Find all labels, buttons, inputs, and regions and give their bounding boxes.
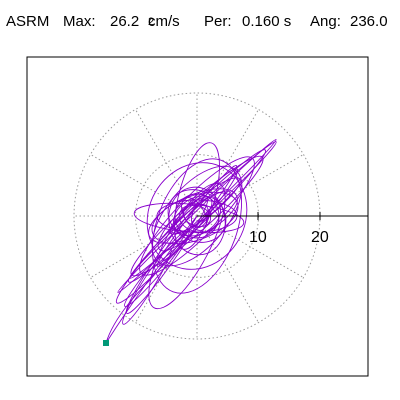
ang-label: Ang: (310, 13, 341, 30)
orbit-loop (167, 189, 227, 243)
grid-spoke-240 (135, 215, 198, 323)
per-value: 0.160 s (242, 13, 292, 30)
max-unit-text: cm/s (148, 13, 180, 30)
orbit-loop (156, 164, 238, 268)
orbit-loop (124, 229, 190, 307)
orbit-endpoint-marker (103, 340, 109, 346)
max-value: 26.2 (110, 13, 140, 30)
tick-label-20: 20 (311, 229, 329, 246)
orbit-loop (169, 177, 241, 235)
per-label: Per: (204, 13, 232, 30)
orbit-loop (117, 139, 277, 293)
orbit-loop (115, 168, 239, 304)
grid-spoke-30 (196, 154, 304, 217)
tick-label-10: 10 (249, 229, 267, 246)
plot-header: ASRM Max: 26.2 cm/s 2 Per: 0.160 s Ang: 2… (6, 10, 396, 34)
orbit-loop (146, 162, 248, 270)
orbit-loop (190, 203, 210, 229)
orbit-loop (122, 247, 172, 325)
orbit-loop (157, 196, 213, 252)
max-unit-exponent: 2 (148, 16, 155, 28)
max-label: Max: (63, 13, 96, 30)
ang-value: 236.0 (350, 13, 388, 30)
record-name: ASRM (6, 13, 50, 30)
orbit-tail (105, 215, 198, 344)
orbit-loop (151, 158, 243, 294)
